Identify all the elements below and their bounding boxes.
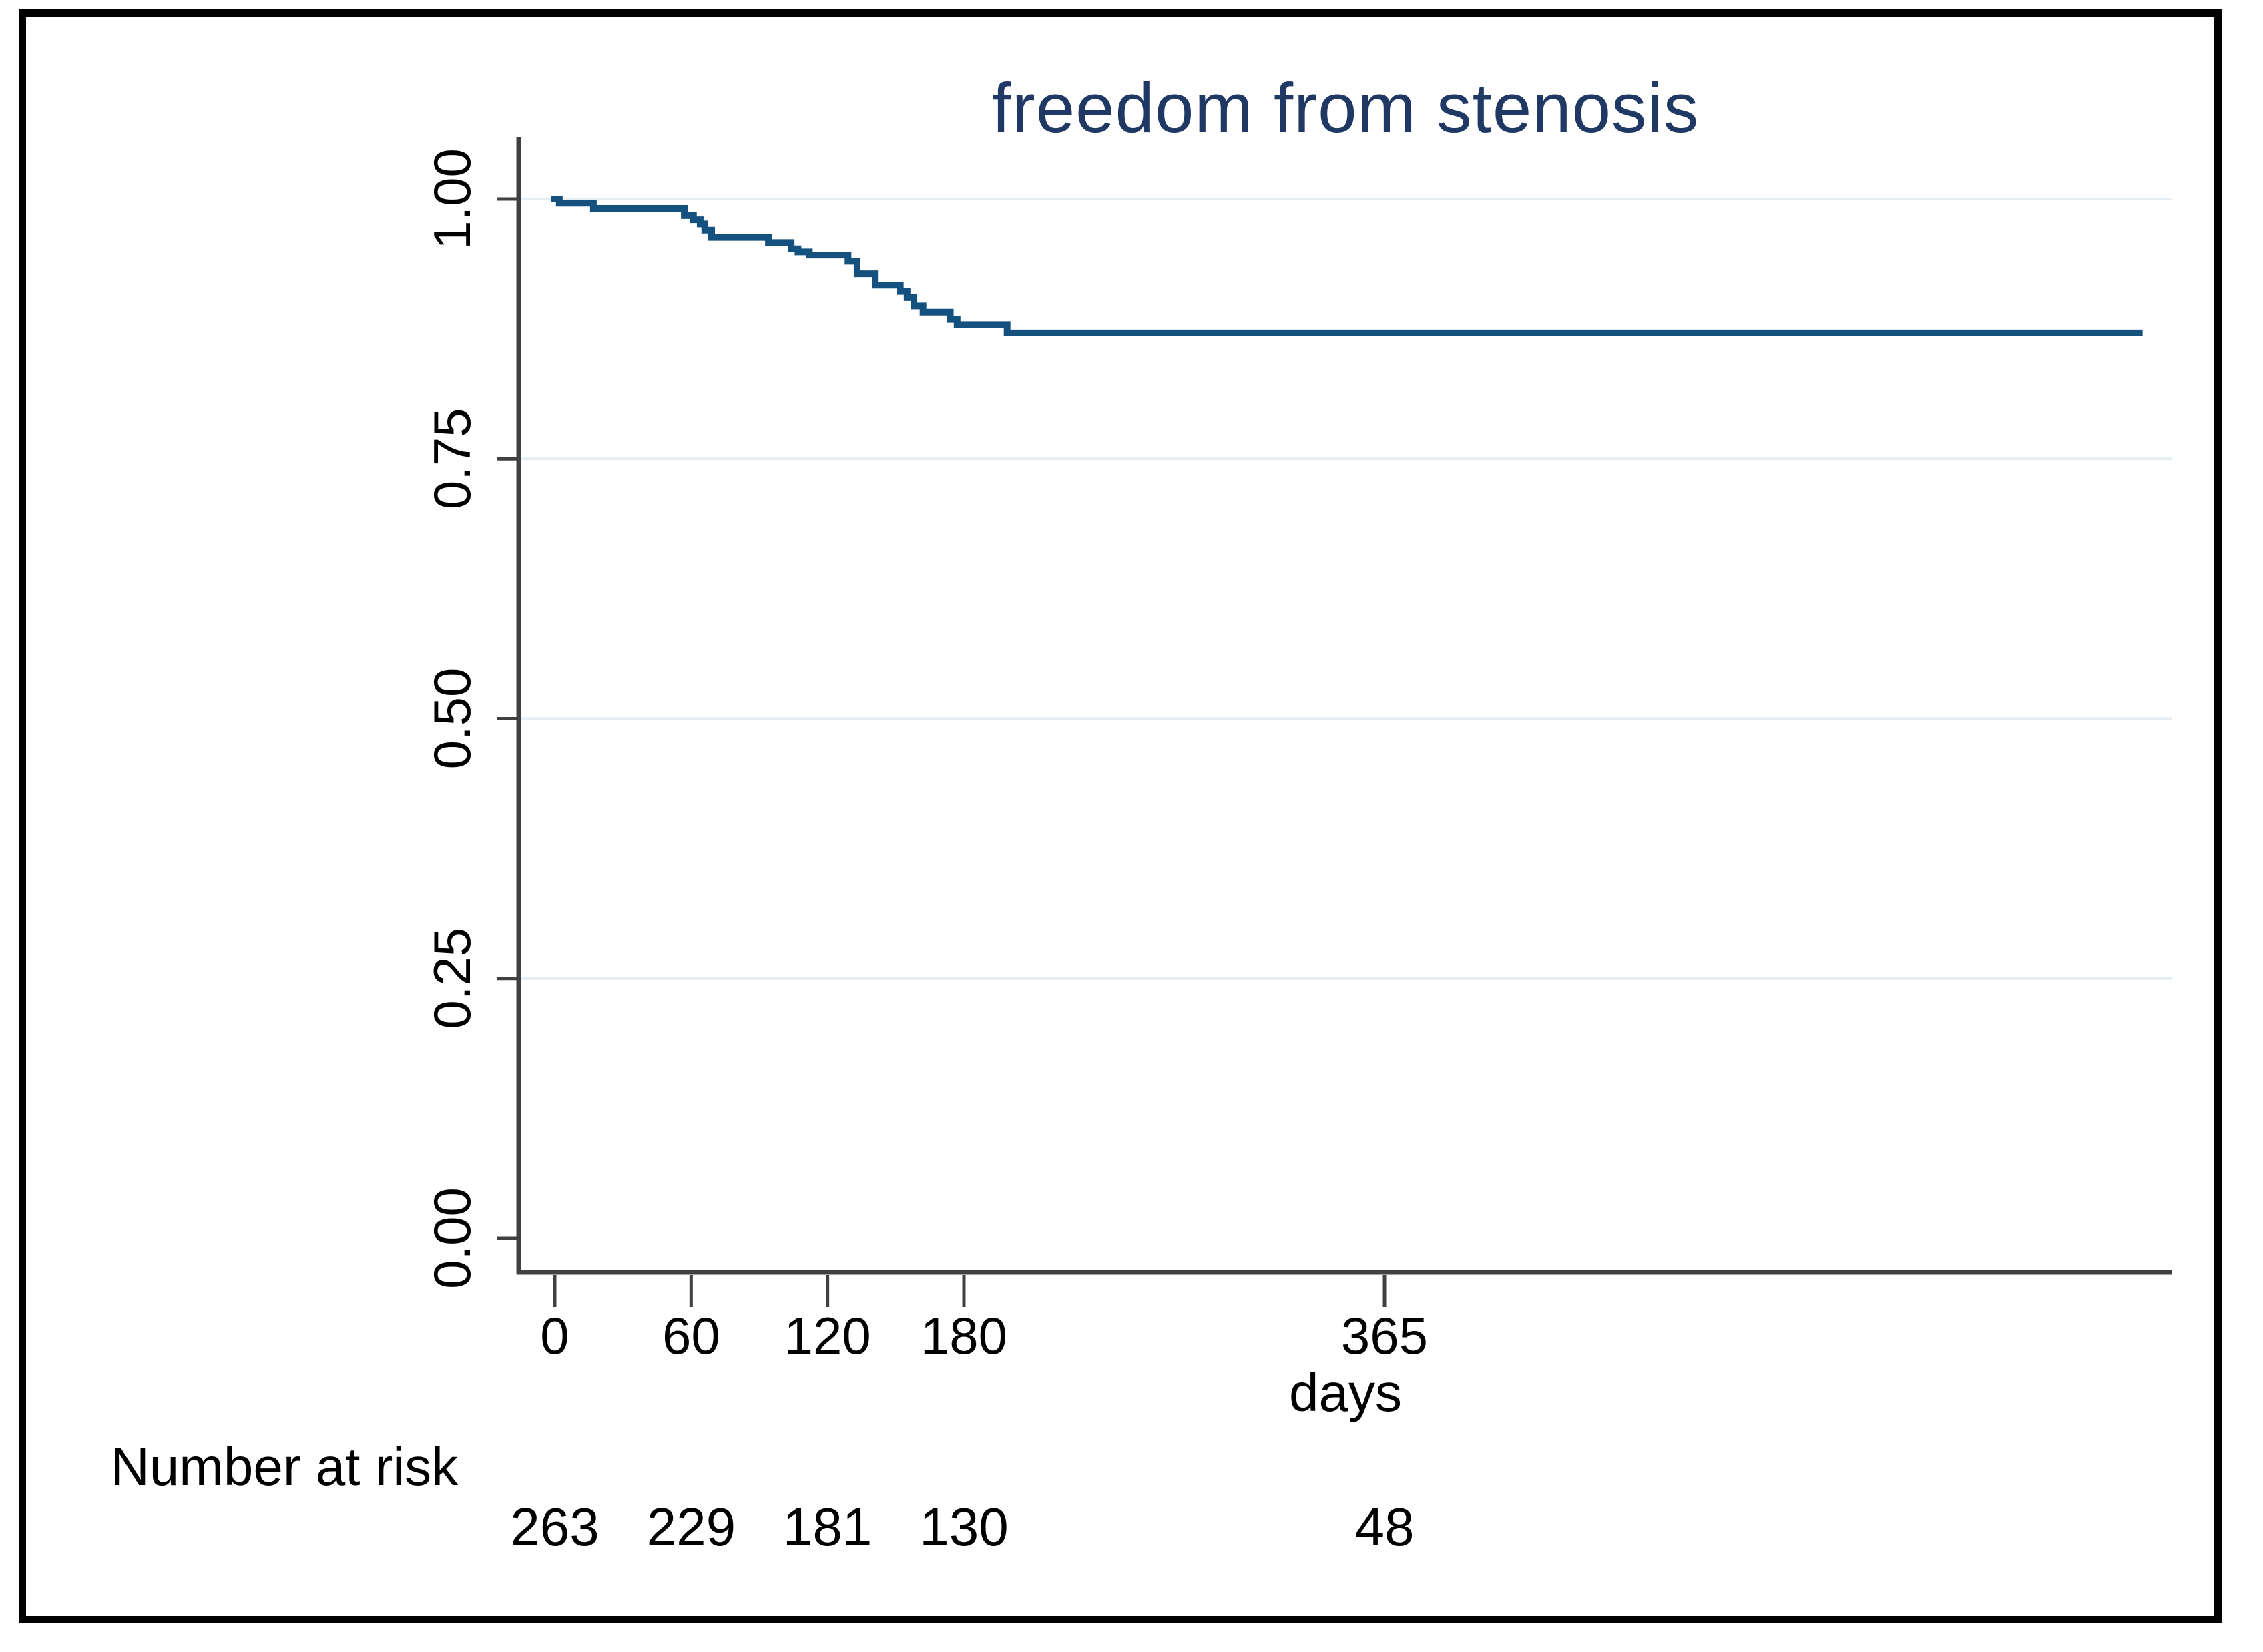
x-tick-label: 0 <box>540 1306 569 1365</box>
x-tick-label: 180 <box>921 1306 1007 1365</box>
risk-count: 229 <box>647 1497 736 1557</box>
x-tick-label: 120 <box>784 1306 871 1365</box>
risk-count: 181 <box>783 1497 872 1557</box>
x-tick-label: 365 <box>1341 1306 1428 1365</box>
risk-count: 263 <box>510 1497 599 1557</box>
figure-frame <box>19 9 2222 1623</box>
y-tick-label: 0.50 <box>423 668 481 770</box>
x-tick-label: 60 <box>662 1306 720 1365</box>
risk-count: 48 <box>1355 1497 1415 1557</box>
y-tick-label: 0.25 <box>423 928 481 1029</box>
chart-title: freedom from stenosis <box>991 69 1700 148</box>
survival-curve <box>551 196 2143 336</box>
y-tick-label: 0.00 <box>423 1187 481 1289</box>
y-tick-label: 0.75 <box>423 408 481 509</box>
risk-count: 130 <box>919 1497 1008 1557</box>
x-axis-title: days <box>1289 1363 1402 1422</box>
y-tick-label: 1.00 <box>423 148 481 250</box>
risk-table-label: Number at risk <box>111 1437 459 1496</box>
